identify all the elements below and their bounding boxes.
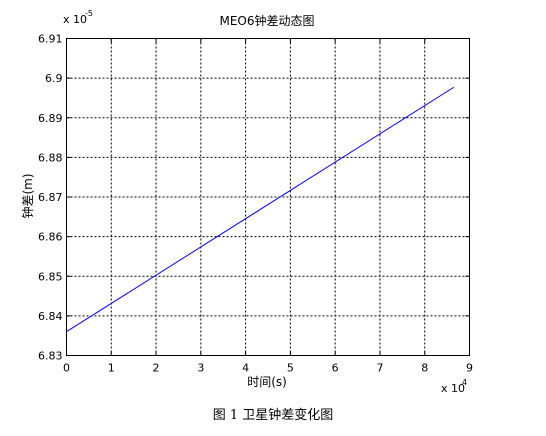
series-line [66, 86, 455, 333]
x-tick-label: 0 [63, 362, 70, 375]
x-multiplier-label: x 10 [441, 382, 465, 395]
figure-caption: 图 1 卫星钟差变化图 [212, 408, 334, 423]
x-tick-label: 1 [108, 362, 115, 375]
y-tick-label: 6.9 [45, 72, 63, 85]
y-multiplier-exponent: -5 [85, 9, 93, 18]
y-tick-label: 6.88 [38, 151, 63, 164]
x-multiplier-exponent: 4 [462, 378, 467, 387]
y-ticks: 6.83 6.84 6.85 6.86 6.87 6.88 6.89 6.9 6.91 [38, 33, 470, 363]
chart: MEO6钟差动态图 x 10 -5 x 10 4 时间(s) 钟差(m) 0 1 2… [20, 9, 473, 395]
y-tick-label: 6.89 [38, 112, 63, 125]
chart-title: MEO6钟差动态图 [219, 13, 314, 28]
x-tick-label: 7 [376, 362, 383, 375]
x-tick-label: 5 [287, 362, 294, 375]
y-tick-label: 6.86 [38, 231, 63, 244]
grid [66, 38, 470, 356]
x-tick-label: 9 [466, 362, 473, 375]
series-group [66, 86, 455, 333]
x-tick-label: 6 [332, 362, 339, 375]
plot-frame [66, 38, 470, 356]
y-multiplier: x 10 -5 [63, 9, 93, 26]
y-tick-label: 6.87 [38, 191, 63, 204]
x-ticks: 0 1 2 3 4 5 6 7 8 9 [63, 38, 473, 375]
y-multiplier-label: x 10 [63, 13, 87, 26]
y-tick-label: 6.83 [38, 350, 63, 363]
y-tick-label: 6.84 [38, 310, 63, 323]
y-tick-label: 6.85 [38, 270, 63, 283]
x-tick-label: 3 [197, 362, 204, 375]
x-tick-label: 4 [242, 362, 249, 375]
x-tick-label: 2 [153, 362, 160, 375]
x-multiplier: x 10 4 [441, 378, 467, 395]
x-axis-label: 时间(s) [247, 375, 287, 389]
y-tick-label: 6.91 [38, 33, 63, 46]
x-tick-label: 8 [421, 362, 428, 375]
y-axis-label: 钟差(m) [20, 173, 35, 218]
